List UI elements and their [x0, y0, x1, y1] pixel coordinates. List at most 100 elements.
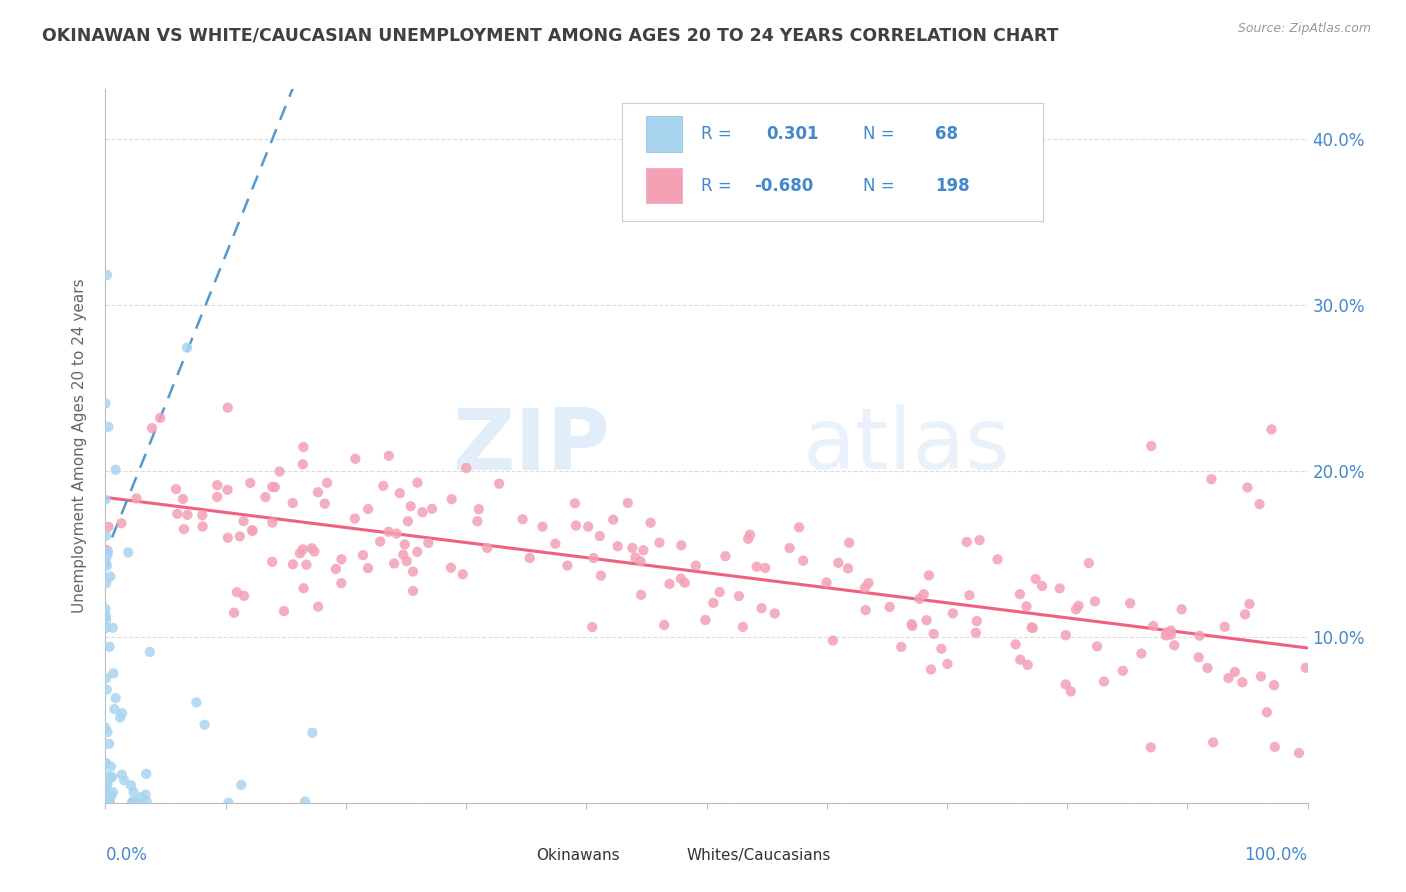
Point [96, 543, 118, 558]
Point [901, 619, 924, 633]
Point [110, 516, 132, 531]
Point [104, 691, 127, 706]
Point [125, 491, 148, 506]
Point [97, 796, 120, 810]
Point [942, 607, 965, 621]
Point [96, 682, 118, 697]
Point [731, 620, 754, 634]
Point [301, 541, 323, 556]
Text: ZIP: ZIP [453, 404, 610, 488]
Point [624, 550, 647, 565]
Point [96, 791, 118, 805]
Point [96, 778, 118, 792]
Point [581, 620, 603, 634]
Point [1060, 684, 1083, 698]
Text: N =: N = [863, 177, 894, 194]
Point [217, 531, 239, 545]
Point [965, 625, 987, 640]
Point [388, 486, 411, 500]
Point [709, 585, 731, 599]
FancyBboxPatch shape [502, 844, 529, 867]
Point [135, 788, 157, 802]
Point [357, 561, 380, 575]
Point [291, 542, 314, 557]
Point [94, 721, 117, 735]
Point [1201, 472, 1223, 486]
Point [1236, 481, 1258, 495]
Point [343, 511, 366, 525]
Point [1256, 706, 1278, 720]
Point [166, 507, 188, 521]
Point [1077, 556, 1099, 570]
Point [621, 541, 644, 555]
Point [232, 514, 254, 528]
Point [314, 497, 336, 511]
Point [385, 526, 408, 541]
Point [671, 538, 693, 552]
Point [122, 795, 145, 809]
Point [294, 795, 316, 809]
Point [120, 779, 142, 793]
Point [912, 587, 935, 601]
Point [378, 449, 401, 463]
Point [855, 603, 877, 617]
Point [1017, 657, 1039, 672]
Point [648, 535, 671, 549]
Point [330, 552, 353, 566]
Point [1021, 620, 1043, 634]
Point [122, 785, 145, 799]
Point [141, 421, 163, 435]
Point [966, 614, 988, 628]
Text: R =: R = [700, 177, 731, 194]
Point [97, 420, 120, 434]
Point [112, 773, 135, 788]
Point [269, 465, 291, 479]
Point [233, 589, 256, 603]
Point [100, 771, 122, 785]
Text: 0.0%: 0.0% [105, 846, 148, 863]
FancyBboxPatch shape [623, 103, 1043, 221]
Point [96, 756, 118, 771]
Text: N =: N = [863, 125, 894, 143]
Point [94, 492, 117, 507]
Point [117, 545, 139, 559]
Point [652, 618, 675, 632]
Point [908, 591, 931, 606]
Point [262, 516, 284, 530]
Point [1008, 587, 1031, 601]
Point [291, 458, 314, 472]
Point [392, 548, 415, 562]
Point [100, 759, 122, 773]
Point [186, 695, 208, 709]
Point [231, 778, 253, 792]
Point [239, 475, 262, 490]
Point [1264, 739, 1286, 754]
Point [304, 544, 326, 558]
Point [218, 796, 240, 810]
Point [96, 725, 118, 739]
Point [111, 706, 134, 720]
Point [97, 788, 120, 802]
Point [1054, 628, 1077, 642]
Point [669, 572, 692, 586]
Point [96, 575, 118, 590]
Point [98, 640, 121, 654]
Text: 68: 68 [935, 125, 957, 143]
Point [1188, 629, 1211, 643]
Point [301, 725, 323, 739]
Point [1130, 647, 1153, 661]
Point [858, 576, 880, 591]
Point [1234, 607, 1257, 622]
Point [292, 440, 315, 454]
Point [94, 794, 117, 808]
Point [224, 606, 246, 620]
Point [1163, 638, 1185, 652]
Point [465, 514, 488, 528]
Point [292, 581, 315, 595]
Point [1142, 619, 1164, 633]
Point [702, 596, 724, 610]
FancyBboxPatch shape [647, 168, 682, 203]
Point [101, 621, 124, 635]
Point [94, 396, 117, 410]
Point [139, 645, 162, 659]
